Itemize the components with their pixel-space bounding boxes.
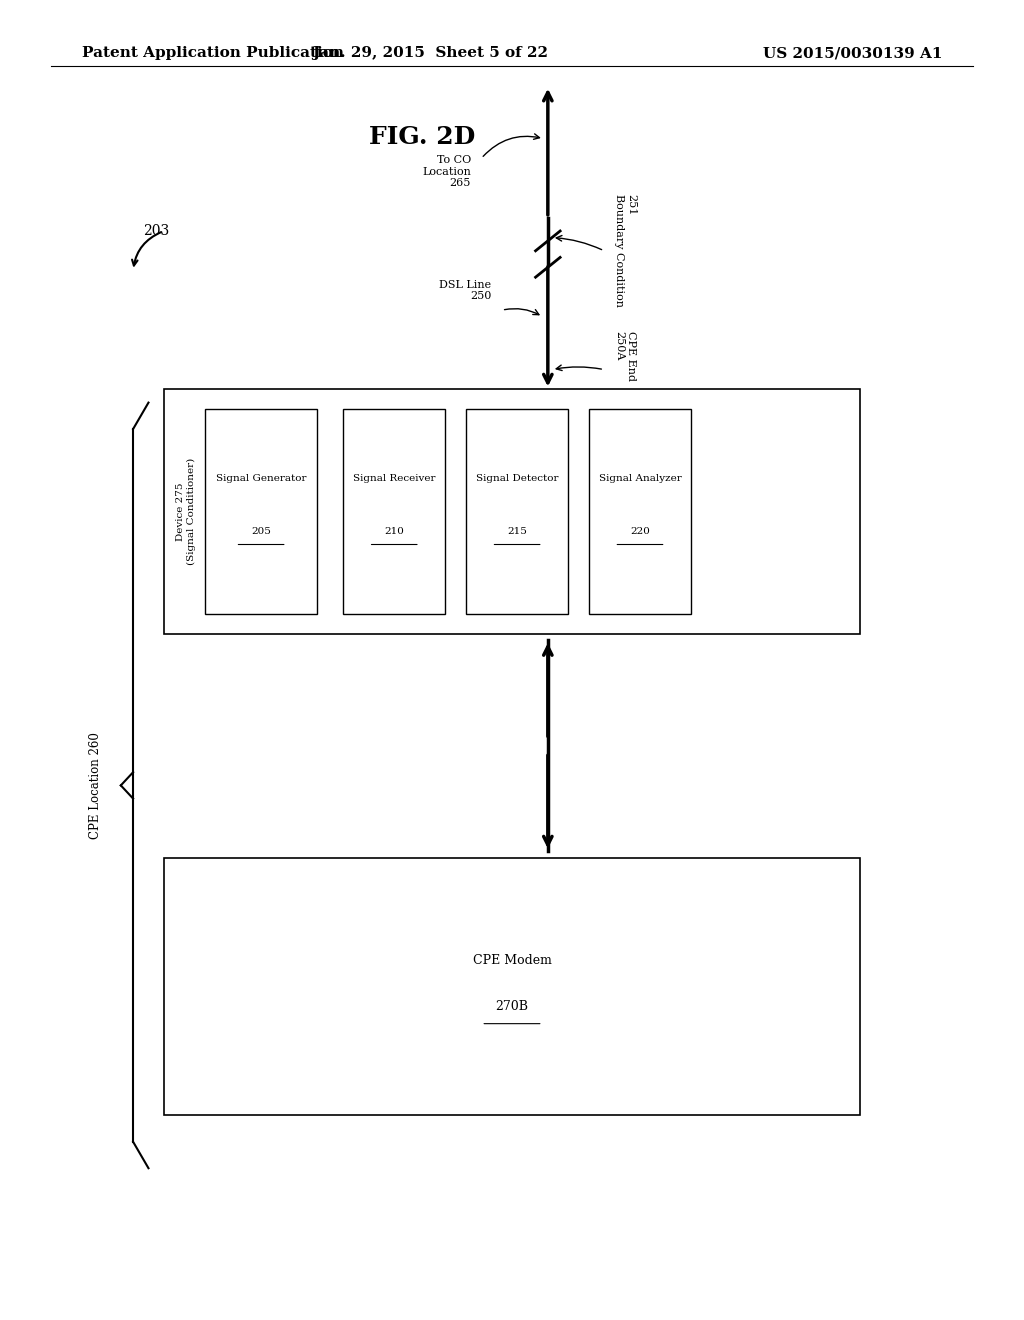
FancyBboxPatch shape [164,858,860,1115]
Text: Device 275
(Signal Conditioner): Device 275 (Signal Conditioner) [176,458,196,565]
Text: 205: 205 [251,527,271,536]
Text: US 2015/0030139 A1: US 2015/0030139 A1 [763,46,942,61]
Text: Signal Analyzer: Signal Analyzer [599,474,681,483]
Text: 220: 220 [630,527,650,536]
Text: CPE End
250A: CPE End 250A [614,331,636,381]
Text: Patent Application Publication: Patent Application Publication [82,46,344,61]
FancyBboxPatch shape [164,389,860,634]
Text: DSL Line
250: DSL Line 250 [439,280,492,301]
Text: Signal Generator: Signal Generator [216,474,306,483]
Text: 270B: 270B [496,1001,528,1012]
Text: 215: 215 [507,527,527,536]
Text: Signal Detector: Signal Detector [476,474,558,483]
FancyBboxPatch shape [589,409,691,614]
Text: To CO
Location
265: To CO Location 265 [422,154,471,189]
FancyBboxPatch shape [466,409,568,614]
Text: 251
Boundary Condition: 251 Boundary Condition [614,194,636,308]
Text: Signal Receiver: Signal Receiver [353,474,435,483]
Text: 203: 203 [143,224,170,238]
FancyBboxPatch shape [343,409,445,614]
Text: FIG. 2D: FIG. 2D [369,125,475,149]
Text: Jan. 29, 2015  Sheet 5 of 22: Jan. 29, 2015 Sheet 5 of 22 [312,46,548,61]
Text: CPE Location 260: CPE Location 260 [89,733,102,838]
Text: 210: 210 [384,527,404,536]
FancyBboxPatch shape [205,409,317,614]
Text: CPE Modem: CPE Modem [472,954,552,966]
